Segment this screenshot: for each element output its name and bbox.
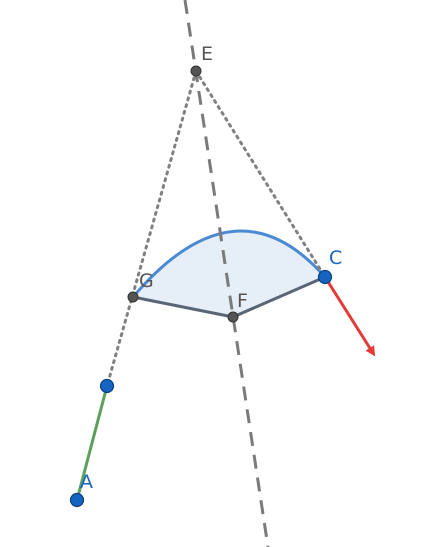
vector-red[interactable] — [323, 276, 376, 357]
label-a: A — [80, 471, 93, 493]
label-f: F — [237, 290, 248, 312]
point-g[interactable] — [127, 291, 139, 303]
label-c: C — [329, 247, 342, 269]
label-g: G — [139, 270, 154, 292]
segment-green[interactable] — [75, 385, 109, 501]
dotted-ray-e-a[interactable] — [105, 69, 198, 388]
segment-g-f[interactable] — [132, 295, 234, 319]
segment-f-c[interactable] — [232, 275, 326, 319]
dashed-line-e-f[interactable] — [183, 0, 270, 547]
point-f[interactable] — [227, 311, 239, 323]
label-e: E — [201, 43, 213, 65]
point-c[interactable] — [317, 269, 333, 285]
point-handle[interactable] — [99, 378, 115, 394]
point-a[interactable] — [69, 492, 85, 508]
point-e[interactable] — [190, 65, 202, 77]
dotted-ray-e-c[interactable] — [194, 69, 327, 279]
arc-g-c[interactable] — [131, 229, 327, 298]
